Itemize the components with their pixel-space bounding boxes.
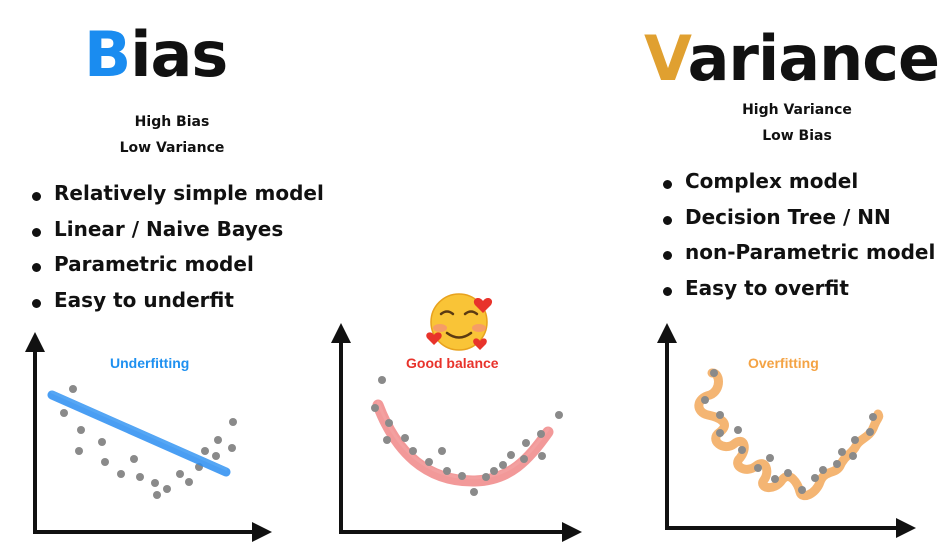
data-point xyxy=(754,464,762,472)
bias-bullet-item: Parametric model xyxy=(32,247,324,283)
variance-title-initial: V xyxy=(644,22,689,95)
data-point xyxy=(383,436,391,444)
variance-subtitle-line1: High Variance xyxy=(742,102,852,118)
data-point xyxy=(75,447,83,455)
data-point xyxy=(555,411,563,419)
variance-bullet-item: Easy to overfit xyxy=(663,271,935,307)
variance-subtitle-line2: Low Bias xyxy=(762,128,832,144)
bias-title-initial: B xyxy=(84,18,131,91)
data-point xyxy=(117,470,125,478)
bias-bullet-item: Linear / Naive Bayes xyxy=(32,212,324,248)
data-point xyxy=(538,452,546,460)
data-point xyxy=(710,369,718,377)
underfitting-plot xyxy=(25,332,272,542)
good-balance-label: Good balance xyxy=(406,355,499,371)
data-point xyxy=(716,429,724,437)
underfitting-fit-line xyxy=(47,390,231,477)
overfitting-label: Overfitting xyxy=(748,355,819,371)
data-point xyxy=(163,485,171,493)
data-point xyxy=(849,452,857,460)
data-point xyxy=(385,419,393,427)
data-point xyxy=(701,396,709,404)
underfitting-label: Underfitting xyxy=(110,355,190,371)
data-point xyxy=(201,447,209,455)
data-point xyxy=(176,470,184,478)
data-point xyxy=(507,451,515,459)
overfitting-points xyxy=(701,369,877,494)
underfitting-points xyxy=(60,385,237,499)
data-point xyxy=(784,469,792,477)
variance-title-rest: ariance xyxy=(687,22,940,95)
data-point xyxy=(69,385,77,393)
data-point xyxy=(470,488,478,496)
data-point xyxy=(98,438,106,446)
data-point xyxy=(185,478,193,486)
data-point xyxy=(766,454,774,462)
data-point xyxy=(443,467,451,475)
data-point xyxy=(151,479,159,487)
bias-subtitle-line1: High Bias xyxy=(134,114,210,130)
variance-subtitle: High Variance Low Bias xyxy=(712,97,882,149)
data-point xyxy=(819,466,827,474)
data-point xyxy=(60,409,68,417)
bias-bullet-item: Relatively simple model xyxy=(32,176,324,212)
data-point xyxy=(212,452,220,460)
data-point xyxy=(214,436,222,444)
variance-bullet-item: Decision Tree / NN xyxy=(663,200,935,236)
data-point xyxy=(101,458,109,466)
data-point xyxy=(499,461,507,469)
data-point xyxy=(458,472,466,480)
overfitting-plot xyxy=(657,323,916,538)
data-point xyxy=(130,455,138,463)
good-balance-plot xyxy=(331,323,582,542)
data-point xyxy=(378,376,386,384)
data-point xyxy=(866,428,874,436)
data-point xyxy=(811,474,819,482)
variance-bullet-item: non-Parametric model xyxy=(663,235,935,271)
data-point xyxy=(401,434,409,442)
data-point xyxy=(371,404,379,412)
variance-bullet-list: Complex model Decision Tree / NN non-Par… xyxy=(663,164,935,306)
data-point xyxy=(798,486,806,494)
bias-title-rest: ias xyxy=(130,18,228,91)
bias-bullet-list: Relatively simple model Linear / Naive B… xyxy=(32,176,324,318)
data-point xyxy=(438,447,446,455)
data-point xyxy=(838,448,846,456)
variance-bullet-item: Complex model xyxy=(663,164,935,200)
variance-title: Variance xyxy=(644,22,940,95)
data-point xyxy=(738,446,746,454)
data-point xyxy=(153,491,161,499)
smiling-face-with-hearts-icon xyxy=(426,293,493,351)
good-balance-points xyxy=(371,376,563,496)
data-point xyxy=(482,473,490,481)
data-point xyxy=(490,467,498,475)
good-balance-fit-curve xyxy=(372,399,554,487)
bias-subtitle: High Bias Low Variance xyxy=(92,109,252,161)
data-point xyxy=(869,413,877,421)
data-point xyxy=(228,444,236,452)
data-point xyxy=(425,458,433,466)
data-point xyxy=(734,426,742,434)
data-point xyxy=(409,447,417,455)
data-point xyxy=(136,473,144,481)
bias-subtitle-line2: Low Variance xyxy=(119,140,225,156)
data-point xyxy=(229,418,237,426)
data-point xyxy=(833,460,841,468)
bias-bullet-item: Easy to underfit xyxy=(32,283,324,319)
data-point xyxy=(851,436,859,444)
data-point xyxy=(77,426,85,434)
data-point xyxy=(716,411,724,419)
data-point xyxy=(522,439,530,447)
data-point xyxy=(520,455,528,463)
overfitting-fit-curve xyxy=(694,368,884,501)
bias-title: Bias xyxy=(84,18,228,91)
data-point xyxy=(771,475,779,483)
data-point xyxy=(537,430,545,438)
